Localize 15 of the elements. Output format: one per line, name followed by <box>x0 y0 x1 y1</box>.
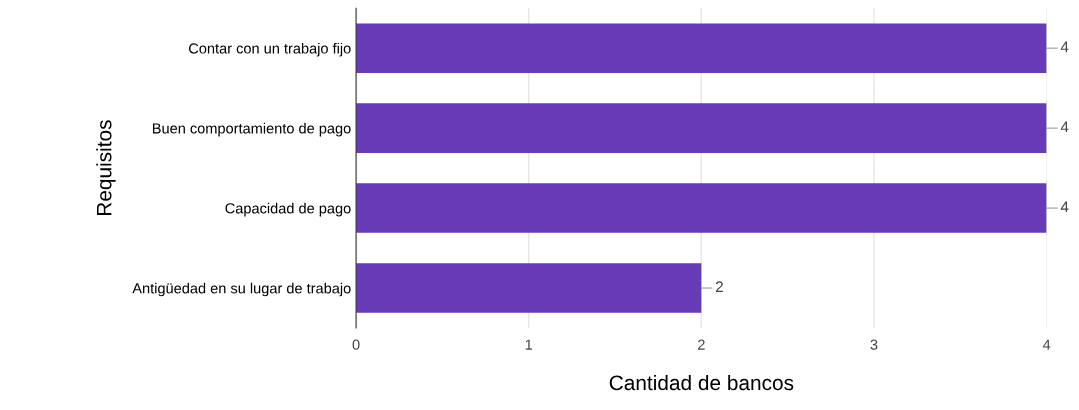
x-tick-label: 2 <box>698 339 705 350</box>
x-tick-label: 3 <box>870 339 878 350</box>
y-tick-label: Contar con un trabajo fijo <box>189 42 351 57</box>
x-tick-label: 1 <box>525 339 533 350</box>
data-label: 4 <box>1060 201 1069 213</box>
y-tick-label: Antigüedad en su lugar de trabajo <box>132 282 351 297</box>
data-label: 2 <box>715 281 723 292</box>
data-label: 4 <box>1060 121 1069 133</box>
y-tick-label: Buen comportamiento de pago <box>152 122 351 137</box>
y-tick-label: Capacidad de pago <box>225 202 351 217</box>
data-label: 4 <box>1060 41 1069 53</box>
x-axis-title: Cantidad de bancos <box>609 374 794 391</box>
x-tick-label: 4 <box>1042 339 1051 350</box>
y-axis-title: Requisitos <box>96 120 116 216</box>
x-tick-label: 0 <box>352 339 360 350</box>
